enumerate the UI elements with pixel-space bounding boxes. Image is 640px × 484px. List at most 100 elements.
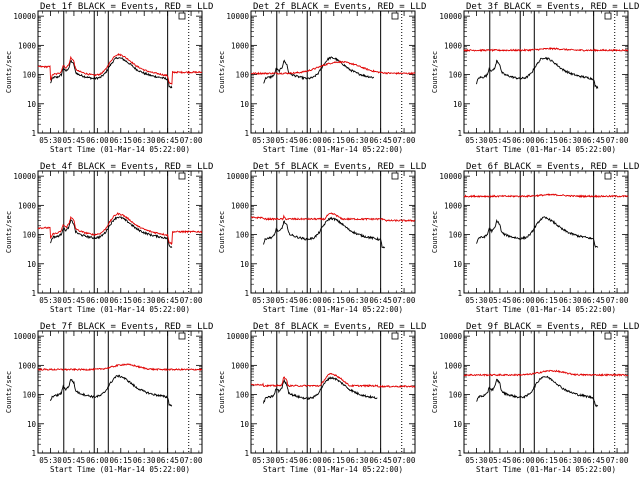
events-series-line	[263, 376, 378, 404]
plot-frame	[250, 330, 416, 454]
panel-det-4: Det 4f BLACK = Events, RED = LLD 1 10 100 10…	[5, 162, 213, 314]
y-tick-label: 10000	[439, 172, 462, 181]
y-axis-label: Counts/sec	[218, 51, 226, 93]
x-axis-label: Start Time (01-Mar-14 05:22:00)	[476, 465, 616, 474]
y-tick-label: 1	[244, 289, 249, 298]
plot-frame	[463, 10, 629, 134]
legend-marker	[604, 172, 612, 180]
x-tick-label: 05:45	[63, 456, 86, 465]
y-tick-label: 10	[240, 260, 250, 269]
plot-frame	[250, 10, 416, 134]
x-tick-label: 06:30	[346, 136, 369, 145]
x-axis-label: Start Time (01-Mar-14 05:22:00)	[263, 145, 403, 154]
x-tick-label: 05:45	[276, 456, 299, 465]
x-tick-label: 06:00	[86, 296, 109, 305]
x-tick-label: 06:00	[512, 456, 535, 465]
x-tick-label: 06:00	[86, 136, 109, 145]
lld-series-line	[463, 193, 629, 199]
y-tick-label: 100	[448, 391, 462, 400]
x-tick-label: 06:30	[133, 136, 156, 145]
y-tick-label: 10000	[13, 332, 36, 341]
y-tick-label: 10000	[226, 172, 249, 181]
x-tick-label: 05:45	[489, 456, 512, 465]
lld-series-line	[37, 211, 203, 246]
x-axis-label: Start Time (01-Mar-14 05:22:00)	[50, 145, 190, 154]
events-series-line	[263, 216, 386, 249]
events-series-line	[50, 216, 173, 248]
x-tick-label: 06:45	[369, 456, 392, 465]
x-axis-label: Start Time (01-Mar-14 05:22:00)	[476, 305, 616, 314]
y-tick-label: 10	[453, 100, 463, 109]
plot-frame	[463, 170, 629, 294]
x-tick-label: 06:00	[299, 136, 322, 145]
x-tick-label: 06:30	[559, 136, 582, 145]
x-tick-label: 06:30	[346, 456, 369, 465]
x-tick-label: 06:15	[535, 456, 558, 465]
y-tick-label: 1000	[18, 201, 37, 210]
y-axis-label: Counts/sec	[431, 211, 439, 253]
y-tick-label: 100	[448, 231, 462, 240]
x-tick-label: 06:45	[156, 456, 179, 465]
x-tick-label: 06:15	[109, 456, 132, 465]
y-axis-label: Counts/sec	[5, 211, 13, 253]
y-tick-label: 1	[457, 129, 462, 138]
y-axis-label: Counts/sec	[431, 371, 439, 413]
x-tick-label: 06:00	[299, 296, 322, 305]
y-tick-label: 1000	[444, 201, 463, 210]
x-axis-label: Start Time (01-Mar-14 05:22:00)	[476, 145, 616, 154]
panel-title: Det 1f BLACK = Events, RED = LLD	[40, 2, 213, 12]
panel-title: Det 4f BLACK = Events, RED = LLD	[40, 162, 213, 172]
legend-marker	[178, 12, 186, 20]
x-axis-label: Start Time (01-Mar-14 05:22:00)	[263, 465, 403, 474]
x-tick-label: 06:15	[322, 296, 345, 305]
y-axis-label: Counts/sec	[431, 51, 439, 93]
panel-title: Det 7f BLACK = Events, RED = LLD	[40, 322, 213, 332]
panel-det-5: Det 5f BLACK = Events, RED = LLD 1 10 100 10…	[218, 162, 426, 314]
y-tick-label: 10	[240, 100, 250, 109]
panel-det-7: Det 7f BLACK = Events, RED = LLD 1 10 100 10…	[5, 322, 213, 474]
y-tick-label: 10000	[439, 12, 462, 21]
y-tick-label: 10	[27, 260, 37, 269]
y-tick-label: 1000	[231, 201, 250, 210]
panel-title: Det 3f BLACK = Events, RED = LLD	[466, 2, 639, 12]
x-tick-label: 06:45	[156, 136, 179, 145]
x-tick-label: 05:30	[39, 136, 62, 145]
x-tick-label: 06:45	[156, 296, 179, 305]
y-tick-label: 10	[240, 420, 250, 429]
events-series-line	[50, 56, 173, 89]
x-tick-label: 06:30	[346, 296, 369, 305]
events-series-line	[476, 216, 599, 248]
legend-marker	[604, 12, 612, 20]
x-tick-label: 06:15	[322, 136, 345, 145]
plot-frame	[37, 330, 203, 454]
y-axis-label: Counts/sec	[218, 371, 226, 413]
x-tick-label: 06:15	[322, 456, 345, 465]
x-tick-label: 05:30	[465, 136, 488, 145]
y-tick-label: 10	[453, 260, 463, 269]
y-tick-label: 1	[244, 449, 249, 458]
x-tick-label: 06:15	[535, 136, 558, 145]
lld-series-line	[463, 47, 629, 53]
y-tick-label: 1000	[231, 41, 250, 50]
y-tick-label: 1000	[231, 361, 250, 370]
y-tick-label: 10	[27, 100, 37, 109]
y-tick-label: 1000	[444, 361, 463, 370]
panel-title: Det 8f BLACK = Events, RED = LLD	[253, 322, 426, 332]
x-tick-label: 07:00	[180, 296, 203, 305]
lld-series-line	[37, 52, 203, 85]
x-tick-label: 06:15	[109, 136, 132, 145]
panel-det-8: Det 8f BLACK = Events, RED = LLD 1 10 100 10…	[218, 322, 426, 474]
x-tick-label: 07:00	[393, 456, 416, 465]
y-tick-label: 100	[22, 231, 36, 240]
x-tick-label: 06:00	[512, 296, 535, 305]
events-series-line	[263, 56, 374, 84]
y-tick-label: 10000	[439, 332, 462, 341]
lld-series-line	[463, 369, 629, 377]
x-tick-label: 07:00	[393, 296, 416, 305]
y-tick-label: 100	[448, 71, 462, 80]
x-tick-label: 06:45	[582, 456, 605, 465]
y-tick-label: 100	[235, 71, 249, 80]
x-axis-label: Start Time (01-Mar-14 05:22:00)	[263, 305, 403, 314]
x-tick-label: 05:30	[252, 296, 275, 305]
